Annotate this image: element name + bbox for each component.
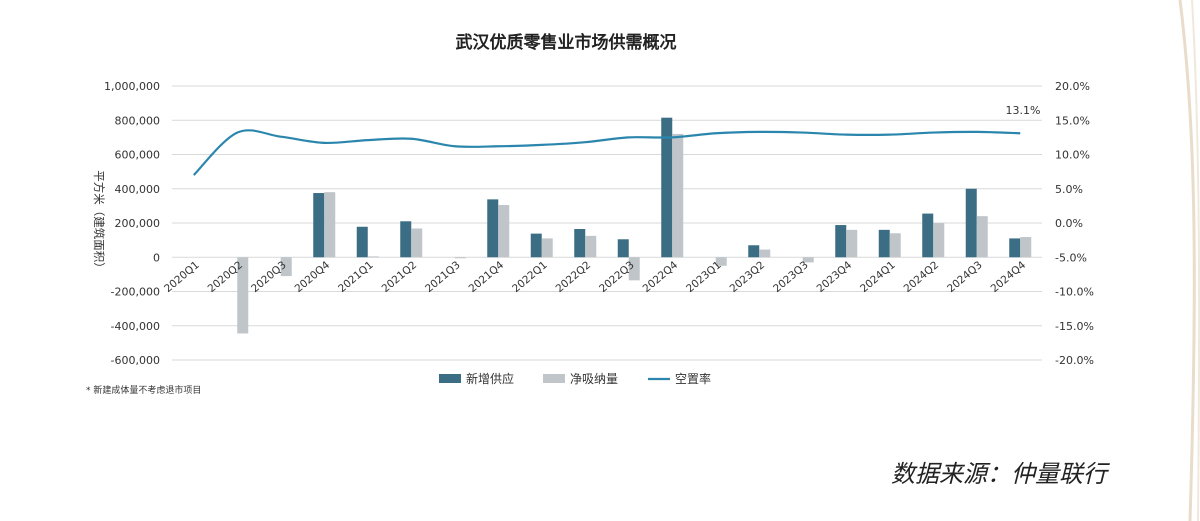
bar-new-supply	[356, 226, 368, 258]
bar-new-supply	[487, 199, 499, 258]
footnote: * 新建成体量不考虑退市项目	[86, 384, 201, 396]
bar-net-absorption	[976, 216, 988, 258]
bar-new-supply	[617, 239, 629, 258]
bar-net-absorption	[802, 257, 814, 263]
vacancy-rate-line	[192, 129, 1021, 176]
bar-new-supply	[530, 233, 542, 258]
bar-net-absorption	[237, 257, 249, 334]
x-tick-label: 2024Q1	[858, 259, 898, 295]
x-tick-label: 2020Q4	[293, 259, 333, 295]
bar-net-absorption	[846, 229, 858, 258]
bar-net-absorption	[933, 223, 945, 258]
x-tick-label: 2022Q1	[510, 259, 550, 295]
right-axis-ticks: 20.0% 15.0% 10.0% 5.0% 0.0% -5.0% -10.0% -15.0%…	[1055, 80, 1094, 367]
y2-tick-label: 5.0%	[1055, 183, 1083, 196]
x-tick-label: 2024Q3	[945, 259, 985, 295]
y-tick-label: 800,000	[115, 114, 161, 127]
bar-net-absorption	[411, 228, 423, 258]
bar-new-supply	[835, 225, 847, 258]
bar-new-supply	[878, 229, 890, 258]
bar-net-absorption	[324, 192, 336, 258]
y-tick-label: -400,000	[111, 320, 160, 333]
y-tick-label: 1,000,000	[104, 80, 160, 93]
bar-new-supply	[965, 188, 977, 258]
source-credit: 数据来源：仲量联行	[891, 460, 1110, 488]
legend: 新增供应 净吸纳量 空置率	[439, 371, 711, 386]
legend-swatch-absorption	[543, 374, 565, 383]
bar-new-supply	[1009, 238, 1021, 258]
bar-net-absorption	[715, 257, 727, 266]
bar-net-absorption	[367, 256, 379, 258]
y-tick-label: 200,000	[115, 217, 161, 230]
bar-net-absorption	[628, 257, 640, 281]
x-tick-label: 2020Q3	[249, 259, 289, 295]
x-tick-label: 2021Q1	[336, 259, 376, 295]
bar-net-absorption	[889, 233, 901, 258]
bar-new-supply	[661, 117, 673, 258]
y-tick-label: -200,000	[111, 286, 160, 299]
y2-tick-label: -5.0%	[1055, 251, 1087, 264]
vacancy-line	[192, 129, 1021, 176]
x-tick-label: 2023Q4	[815, 259, 855, 295]
x-tick-label: 2022Q2	[554, 259, 594, 295]
y2-tick-label: -10.0%	[1055, 286, 1094, 299]
legend-swatch-supply	[439, 374, 461, 383]
bar-net-absorption	[498, 205, 510, 258]
bar-net-absorption	[454, 257, 466, 259]
y2-tick-label: 15.0%	[1055, 114, 1090, 127]
y-tick-label: 0	[153, 251, 160, 264]
y2-tick-label: -15.0%	[1055, 320, 1094, 333]
y2-tick-label: 20.0%	[1055, 80, 1090, 93]
bar-net-absorption	[1020, 237, 1032, 258]
legend-label-vacancy: 空置率	[675, 371, 711, 386]
bar-net-absorption	[541, 238, 553, 258]
y-tick-label: 400,000	[115, 183, 161, 196]
x-tick-label: 2022Q4	[641, 259, 681, 295]
x-tick-label: 2021Q2	[380, 259, 420, 295]
chart-title: 武汉优质零售业市场供需概况	[456, 32, 677, 53]
y-axis-label: 平方米（建筑面积）	[92, 170, 106, 274]
bar-net-absorption	[672, 133, 684, 258]
bar-new-supply	[922, 213, 934, 258]
y-tick-label: 600,000	[115, 149, 161, 162]
gridlines	[172, 85, 1042, 361]
bar-new-supply	[574, 228, 586, 258]
decorative-curve	[1178, 0, 1200, 521]
legend-label-absorption: 净吸纳量	[570, 372, 618, 386]
x-tick-label: 2023Q3	[771, 259, 811, 295]
bar-net-absorption	[280, 257, 292, 277]
bar-new-supply	[313, 193, 325, 258]
bars	[237, 117, 1032, 334]
legend-label-supply: 新增供应	[466, 371, 514, 386]
x-tick-label: 2020Q1	[162, 259, 202, 295]
bar-new-supply	[400, 221, 412, 258]
bar-net-absorption	[585, 235, 597, 258]
x-tick-label: 2021Q4	[467, 259, 507, 295]
x-tick-label: 2021Q3	[423, 259, 463, 295]
bar-net-absorption	[759, 249, 771, 258]
left-axis-ticks: 1,000,000 800,000 600,000 400,000 200,000 0 -2…	[104, 80, 160, 367]
x-tick-label: 2023Q1	[684, 259, 724, 295]
y2-tick-label: 10.0%	[1055, 149, 1090, 162]
last-value-annotation: 13.1%	[1006, 104, 1041, 117]
y-tick-label: -600,000	[111, 354, 160, 367]
x-tick-label: 2023Q2	[728, 259, 768, 295]
y2-tick-label: -20.0%	[1055, 354, 1094, 367]
bar-new-supply	[748, 245, 760, 258]
y2-tick-label: 0.0%	[1055, 217, 1083, 230]
x-axis-ticks: 2020Q1 2020Q2 2020Q3 2020Q4 2021Q1 2021Q2 2021…	[162, 259, 1028, 295]
x-tick-label: 2024Q4	[989, 259, 1029, 295]
x-tick-label: 2024Q2	[902, 259, 942, 295]
